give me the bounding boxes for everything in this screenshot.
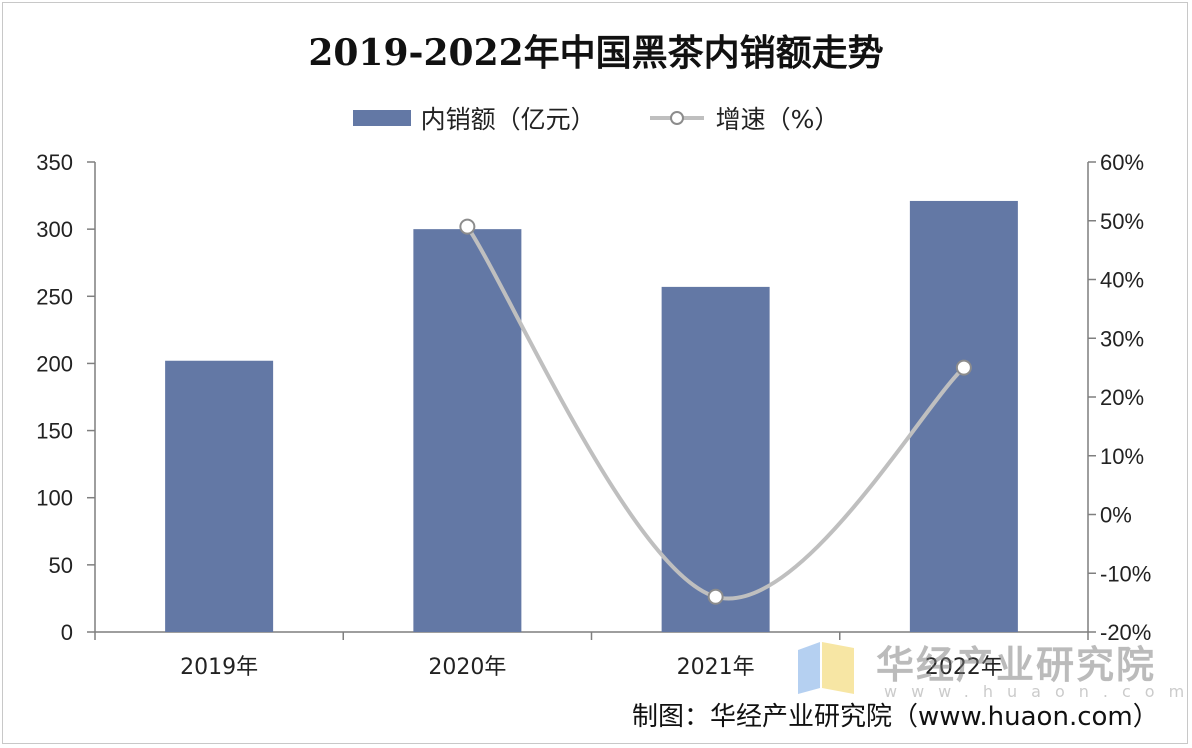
right-tick-label: -20% — [1100, 620, 1151, 645]
bar — [909, 200, 1018, 632]
bar — [165, 360, 274, 632]
chart-title: 2019-2022年中国黑茶内销额走势 — [308, 32, 884, 74]
growth-point — [955, 359, 972, 376]
legend-line-swatch — [649, 111, 704, 125]
right-tick-label: 10% — [1100, 444, 1144, 469]
source-note: 制图：华经产业研究院（www.huaon.com） — [632, 702, 1159, 732]
left-tick-label: 300 — [36, 217, 73, 242]
right-tick-label: -10% — [1100, 561, 1151, 586]
x-tick-label: 2022年 — [925, 655, 1003, 680]
x-tick-label: 2020年 — [428, 655, 506, 680]
bar — [661, 286, 770, 632]
left-tick-label: 0 — [61, 620, 73, 645]
legend-bar-swatch — [352, 110, 411, 126]
x-tick-label: 2021年 — [677, 655, 755, 680]
growth-point — [459, 218, 476, 235]
bar — [413, 229, 522, 632]
x-tick-label: 2019年 — [180, 655, 258, 680]
watermark: 华经产业研究院 www.huaon.com — [798, 632, 1184, 701]
left-tick-label: 150 — [36, 419, 73, 444]
right-tick-label: 0% — [1100, 503, 1132, 528]
left-tick-label: 200 — [36, 351, 73, 376]
chart-legend: 内销额（亿元） 增速（%） — [0, 100, 1192, 136]
left-tick-label: 350 — [36, 150, 73, 175]
legend-line-label: 增速（%） — [715, 105, 840, 134]
right-tick-label: 20% — [1100, 385, 1144, 410]
right-tick-label: 50% — [1100, 209, 1144, 234]
legend-item-line: 增速（%） — [648, 100, 840, 136]
right-tick-label: 40% — [1100, 268, 1144, 293]
legend-bar-label: 内销额（亿元） — [420, 105, 596, 134]
left-tick-label: 100 — [36, 486, 73, 511]
watermark-name: 华经产业研究院 — [876, 643, 1157, 687]
watermark-logo-icon — [798, 642, 854, 694]
left-tick-label: 50 — [49, 553, 73, 578]
right-tick-label: 60% — [1100, 150, 1144, 175]
right-tick-label: 30% — [1100, 326, 1144, 351]
watermark-url: www.huaon.com — [884, 682, 1192, 701]
left-tick-label: 250 — [36, 284, 73, 309]
growth-point — [707, 588, 724, 605]
legend-item-bar: 内销额（亿元） — [352, 100, 596, 136]
